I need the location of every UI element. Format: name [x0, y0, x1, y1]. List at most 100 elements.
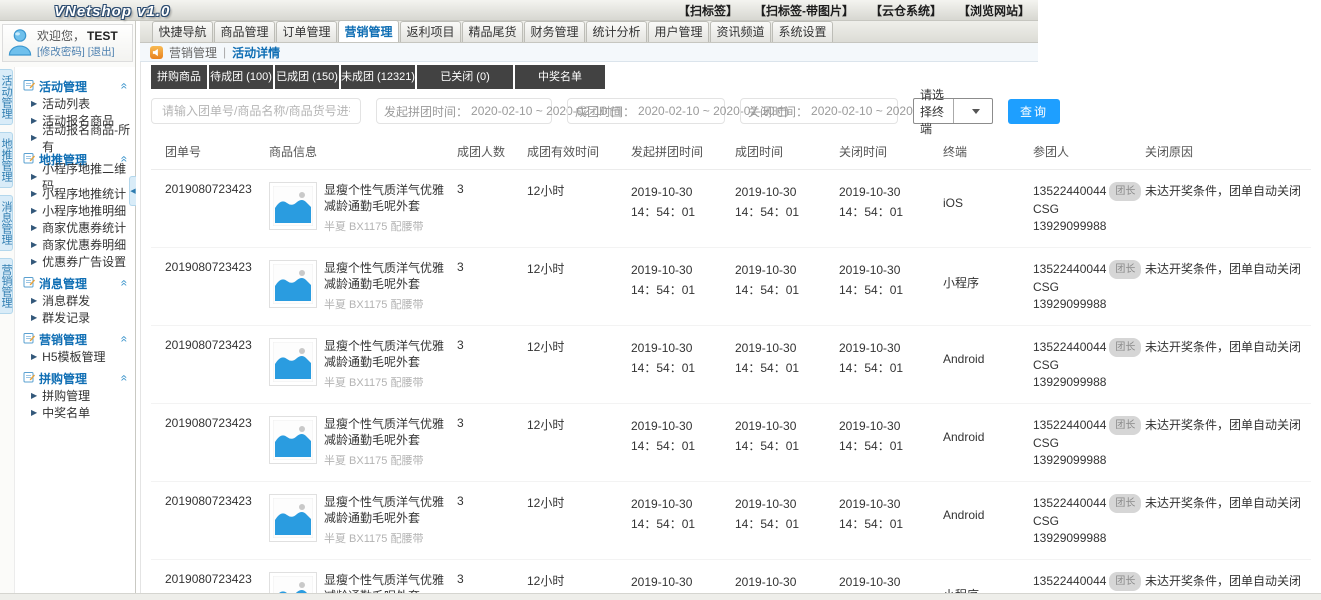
image-placeholder-icon[interactable]	[269, 338, 317, 386]
double-chevron-up-icon[interactable]: «	[117, 279, 132, 287]
close-reason: 未达开奖条件，团单自动关闭	[1145, 340, 1302, 354]
sidebar-menu-item[interactable]: ▶ 优惠券广告设置	[18, 253, 135, 270]
menu-item-label: 活动列表	[42, 97, 91, 111]
sidebar-group-header[interactable]: 地推管理 «	[18, 150, 135, 168]
product-title[interactable]: 显瘦个性气质洋气优雅减龄通勤毛呢外套	[324, 183, 445, 213]
nav-tab[interactable]: 财务管理	[524, 21, 585, 42]
search-input[interactable]	[151, 98, 361, 124]
sidebar-menu-item[interactable]: ▶ 拼购管理	[18, 387, 135, 404]
sidebar-menu-item[interactable]: ▶ 活动报名商品-所有	[18, 123, 135, 154]
sidebar-vertical-tab[interactable]: 营销管理	[0, 258, 13, 314]
nav-tab[interactable]: 营销管理	[338, 20, 399, 42]
topbar-link[interactable]: 【扫标签-带图片】	[753, 3, 854, 18]
nav-tab[interactable]: 资讯频道	[710, 21, 771, 42]
status-tab[interactable]: 中奖名单	[515, 65, 605, 89]
double-chevron-up-icon[interactable]: «	[117, 155, 132, 163]
sidebar-menu-item[interactable]: ▶ 商家优惠券明细	[18, 236, 135, 253]
product-cell: 显瘦个性气质洋气优雅减龄通勤毛呢外套 半夏 BX1175 配腰带	[269, 338, 457, 390]
notebook-icon	[23, 371, 35, 386]
status-tab[interactable]: 拼购商品	[151, 65, 207, 89]
nav-tab[interactable]: 精品尾货	[462, 21, 523, 42]
nav-tab[interactable]: 用户管理	[648, 21, 709, 42]
arrow-right-icon: ▶	[31, 295, 38, 305]
group-clock: 14：54：01	[735, 439, 800, 453]
product-title[interactable]: 显瘦个性气质洋气优雅减龄通勤毛呢外套	[324, 339, 445, 369]
nav-tab[interactable]: 系统设置	[772, 21, 833, 42]
double-chevron-up-icon[interactable]: «	[117, 335, 132, 343]
double-chevron-up-icon[interactable]: «	[117, 82, 132, 90]
sidebar-group-header[interactable]: 拼购管理 «	[18, 369, 135, 387]
image-placeholder-icon[interactable]	[269, 416, 317, 464]
status-tab[interactable]: 待成团 (100)	[209, 65, 273, 89]
launch-date: 2019-10-30	[631, 263, 693, 277]
product-title[interactable]: 显瘦个性气质洋气优雅减龄通勤毛呢外套	[324, 495, 445, 525]
topbar-link[interactable]: 【浏览网站】	[957, 3, 1030, 18]
nav-tab[interactable]: 快捷导航	[152, 21, 213, 42]
order-no: 2019080723423	[165, 572, 252, 586]
nav-tab[interactable]: 商品管理	[214, 21, 275, 42]
sidebar-menu-item[interactable]: ▶ 活动报名商品	[18, 112, 135, 129]
status-tab[interactable]: 未成团 (12321)	[341, 65, 415, 89]
image-placeholder-icon[interactable]	[269, 260, 317, 308]
topbar-link[interactable]: 【扫标签】	[677, 3, 738, 18]
status-tab[interactable]: 已关闭 (0)	[417, 65, 513, 89]
group-time: 2019-10-30 14：54：01	[735, 260, 839, 300]
sidebar-menu-item[interactable]: ▶ H5模板管理	[18, 348, 135, 365]
leader-phone: 13522440044	[1033, 340, 1107, 354]
close-time-range-input[interactable]: 关闭时间： 2020-02-10 ~ 2020-02-10	[740, 98, 962, 124]
collapse-sidebar-handle[interactable]: ◀	[129, 176, 136, 206]
status-tab[interactable]: 已成团 (150)	[275, 65, 339, 89]
order-no: 2019080723423	[165, 338, 252, 352]
valid-duration: 12小时	[527, 262, 565, 276]
calendar-icon	[777, 106, 789, 117]
sidebar-menu-item[interactable]: ▶ 群发记录	[18, 309, 135, 326]
double-chevron-up-icon[interactable]: «	[117, 374, 132, 382]
participant-list: CSG 13929099988	[1033, 201, 1137, 235]
sidebar-menu-item[interactable]: ▶ 小程序地推明细	[18, 202, 135, 219]
image-placeholder-icon[interactable]	[269, 182, 317, 230]
sidebar-menu-item[interactable]: ▶ 消息群发	[18, 292, 135, 309]
topbar-link[interactable]: 【云仓系统】	[869, 3, 942, 18]
image-placeholder-icon[interactable]	[269, 494, 317, 542]
sidebar-group-header[interactable]: 活动管理 «	[18, 77, 135, 95]
nav-tab[interactable]: 订单管理	[276, 21, 337, 42]
column-header: 参团人	[1033, 145, 1070, 159]
leader-phone: 13522440044	[1033, 418, 1107, 432]
sidebar-group-title: 营销管理	[39, 332, 88, 347]
product-title[interactable]: 显瘦个性气质洋气优雅减龄通勤毛呢外套	[324, 573, 445, 593]
image-placeholder-icon[interactable]	[269, 572, 317, 593]
group-clock: 14：54：01	[735, 361, 800, 375]
terminal-select[interactable]: 请选择终端	[913, 88, 993, 136]
nav-tab[interactable]: 统计分析	[586, 21, 647, 42]
participant: 13929099988	[1033, 297, 1107, 311]
sidebar-menu-item[interactable]: ▶ 小程序地推统计	[18, 185, 135, 202]
sidebar-menu-item[interactable]: ▶ 小程序地推二维码	[18, 162, 135, 193]
change-password-link[interactable]: [修改密码]	[37, 46, 85, 58]
menu-item-label: 拼购管理	[42, 389, 91, 403]
sidebar-vertical-tab[interactable]: 消息管理	[0, 195, 13, 251]
product-title[interactable]: 显瘦个性气质洋气优雅减龄通勤毛呢外套	[324, 417, 445, 447]
sidebar-group-header[interactable]: 消息管理 «	[18, 274, 135, 292]
sidebar-group: 消息管理 « ▶ 消息群发 ▶ 群发记录	[18, 274, 135, 326]
sidebar-menu-item[interactable]: ▶ 活动列表	[18, 95, 135, 112]
sidebar-vertical-tab[interactable]: 地推管理	[0, 132, 13, 188]
close-date: 2019-10-30	[839, 185, 901, 199]
sidebar-menu-item[interactable]: ▶ 商家优惠券统计	[18, 219, 135, 236]
menu-item-label: 商家优惠券统计	[42, 221, 127, 235]
nav-tab[interactable]: 返利项目	[400, 21, 461, 42]
launch-clock: 14：54：01	[631, 205, 696, 219]
search-button[interactable]: 查询	[1008, 98, 1060, 124]
product-title[interactable]: 显瘦个性气质洋气优雅减龄通勤毛呢外套	[324, 261, 445, 291]
group-time-range-input[interactable]: 成团时间： 2020-02-10 ~ 2020-02-10	[567, 98, 789, 124]
breadcrumb-section[interactable]: 营销管理	[169, 45, 218, 60]
logout-link[interactable]: [退出]	[87, 46, 115, 58]
breadcrumb-divider: |	[223, 45, 227, 59]
valid-duration: 12小时	[527, 418, 565, 432]
close-date: 2019-10-30	[839, 341, 901, 355]
sidebar-vertical-tab[interactable]: 活动管理	[0, 69, 13, 125]
launch-time-range-input[interactable]: 发起拼团时间： 2020-02-10 ~ 2020-02-10	[376, 98, 622, 124]
sidebar-group-header[interactable]: 营销管理 «	[18, 330, 135, 348]
table-row: 2019080723423 显瘦个性气质洋气优雅减龄通勤毛呢外套	[151, 482, 1311, 560]
sidebar-menu-item[interactable]: ▶ 中奖名单	[18, 404, 135, 421]
